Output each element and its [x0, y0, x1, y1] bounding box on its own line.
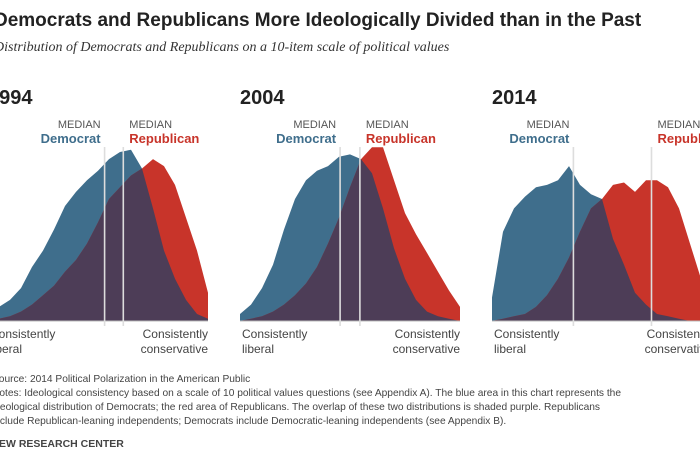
notes-line-1: Notes: Ideological consistency based on …	[0, 388, 621, 399]
median-label-republican: MEDIAN	[658, 119, 700, 131]
chart-subtitle: Distribution of Democrats and Republican…	[0, 40, 450, 55]
republican-label: Republican	[129, 131, 199, 146]
notes-block: Source: 2014 Political Polarization in t…	[0, 373, 700, 429]
xlabel-left-line-1: Consistently	[0, 327, 55, 341]
xlabel-left-line-2: liberal	[494, 342, 526, 356]
panel-2004: 2004MEDIANDemocratMEDIANRepublicanConsis…	[240, 87, 460, 356]
xlabel-right-line-1: Consistently	[647, 327, 700, 341]
notes-line-2: ideological distribution of Democrats; t…	[0, 402, 601, 413]
xlabel-right-line-1: Consistently	[143, 327, 208, 341]
credit: PEW RESEARCH CENTER	[0, 438, 124, 450]
panel-1994: 1994MEDIANDemocratMEDIANRepublicanConsis…	[0, 87, 208, 356]
median-label-democrat: MEDIAN	[293, 119, 336, 131]
overlap-area	[492, 199, 700, 321]
median-label-democrat: MEDIAN	[58, 119, 101, 131]
xlabel-right-line-2: conservative	[645, 342, 700, 356]
xlabel-left-line-1: Consistently	[242, 327, 307, 341]
xlabel-right-line-2: conservative	[393, 342, 461, 356]
overlap-area	[240, 159, 460, 321]
panel-2014: 2014MEDIANDemocratMEDIANRepublicanConsis…	[492, 87, 700, 356]
median-label-republican: MEDIAN	[366, 119, 409, 131]
panel-title: 1994	[0, 87, 33, 109]
median-label-republican: MEDIAN	[129, 119, 172, 131]
democrat-label: Democrat	[509, 131, 570, 146]
republican-label: Republican	[658, 131, 700, 146]
panel-title: 2004	[240, 87, 285, 109]
xlabel-left-line-1: Consistently	[494, 327, 559, 341]
panel-title: 2014	[492, 87, 537, 109]
notes-line-3: include Republican-leaning independents;…	[0, 416, 507, 427]
xlabel-right-line-1: Consistently	[395, 327, 460, 341]
xlabel-left-line-2: liberal	[0, 342, 22, 356]
democrat-label: Democrat	[41, 131, 102, 146]
xlabel-left-line-2: liberal	[242, 342, 274, 356]
democrat-label: Democrat	[276, 131, 337, 146]
republican-label: Republican	[366, 131, 436, 146]
source-note: Source: 2014 Political Polarization in t…	[0, 374, 251, 385]
xlabel-right-line-2: conservative	[141, 342, 209, 356]
median-label-democrat: MEDIAN	[527, 119, 570, 131]
chart-title: Democrats and Republicans More Ideologic…	[0, 10, 642, 31]
